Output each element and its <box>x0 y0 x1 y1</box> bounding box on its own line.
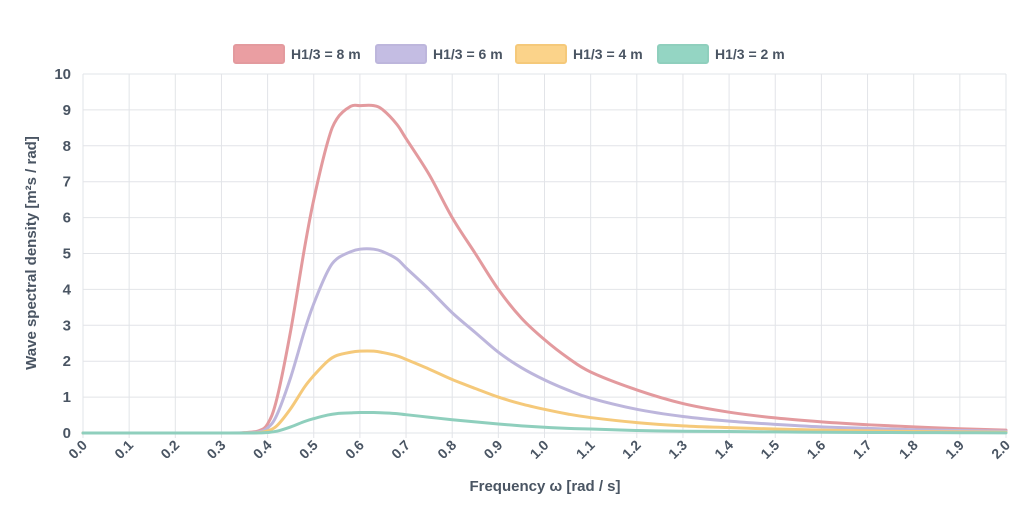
x-tick-label: 0.4 <box>250 437 275 462</box>
x-axis-title: Frequency ω [rad / s] <box>469 478 620 495</box>
legend-label: H1/3 = 6 m <box>433 46 503 62</box>
x-tick-label: 1.0 <box>527 437 552 462</box>
x-tick-label: 0.8 <box>434 437 459 462</box>
y-tick-labels: 0 1 2 3 4 5 6 7 8 9 10 <box>54 66 71 442</box>
x-tick-label: 1.6 <box>803 437 828 462</box>
x-tick-label: 1.9 <box>942 437 967 462</box>
series-line-2 <box>81 247 1008 435</box>
grid <box>82 73 1007 438</box>
series-line-4 <box>81 410 1008 435</box>
y-tick-label: 0 <box>63 425 71 442</box>
x-tick-label: 1.8 <box>896 437 921 462</box>
legend-item: H1/3 = 8 m <box>233 44 361 64</box>
y-tick-label: 10 <box>54 66 71 83</box>
legend-swatch <box>375 44 427 64</box>
x-tick-labels: 0.0 0.1 0.2 0.3 0.4 0.5 0.6 0.7 0.8 0.9 1.0 1.1 1.2 1… <box>65 437 1013 462</box>
x-tick-label: 1.5 <box>757 437 782 462</box>
legend: H1/3 = 8 m H1/3 = 6 m H1/3 = 4 m H1/3 = 2 m <box>233 44 785 64</box>
legend-swatch <box>657 44 709 64</box>
x-tick-label: 1.7 <box>850 437 875 462</box>
x-tick-label: 0.9 <box>480 437 505 462</box>
y-tick-label: 6 <box>63 210 71 227</box>
y-tick-label: 4 <box>63 281 72 298</box>
x-tick-label: 0.5 <box>296 437 321 462</box>
x-tick-label: 0.6 <box>342 437 367 462</box>
series-lines <box>81 103 1008 435</box>
y-tick-label: 7 <box>63 174 71 191</box>
x-tick-label: 1.4 <box>711 437 736 462</box>
y-tick-label: 1 <box>63 389 71 406</box>
series-line-1 <box>81 103 1008 435</box>
y-tick-label: 3 <box>63 317 71 334</box>
legend-item: H1/3 = 2 m <box>657 44 785 64</box>
x-tick-label: 0.7 <box>388 437 413 462</box>
legend-item: H1/3 = 4 m <box>515 44 643 64</box>
x-tick-label: 2.0 <box>988 437 1013 462</box>
legend-item: H1/3 = 6 m <box>375 44 503 64</box>
legend-label: H1/3 = 4 m <box>573 46 643 62</box>
x-tick-label: 0.3 <box>203 437 228 462</box>
y-tick-label: 9 <box>63 102 71 119</box>
x-tick-label: 0.1 <box>111 437 136 462</box>
legend-swatch <box>233 44 285 64</box>
x-tick-label: 1.3 <box>665 437 690 462</box>
x-tick-label: 1.1 <box>573 437 598 462</box>
x-tick-label: 1.2 <box>619 437 644 462</box>
y-axis-title: Wave spectral density [m²s / rad] <box>23 136 40 370</box>
legend-label: H1/3 = 2 m <box>715 46 785 62</box>
y-tick-label: 2 <box>63 353 71 370</box>
x-tick-label: 0.2 <box>157 437 182 462</box>
y-tick-label: 5 <box>63 246 71 263</box>
series-line-3 <box>81 349 1008 435</box>
y-tick-label: 8 <box>63 138 71 155</box>
legend-swatch <box>515 44 567 64</box>
legend-label: H1/3 = 8 m <box>291 46 361 62</box>
